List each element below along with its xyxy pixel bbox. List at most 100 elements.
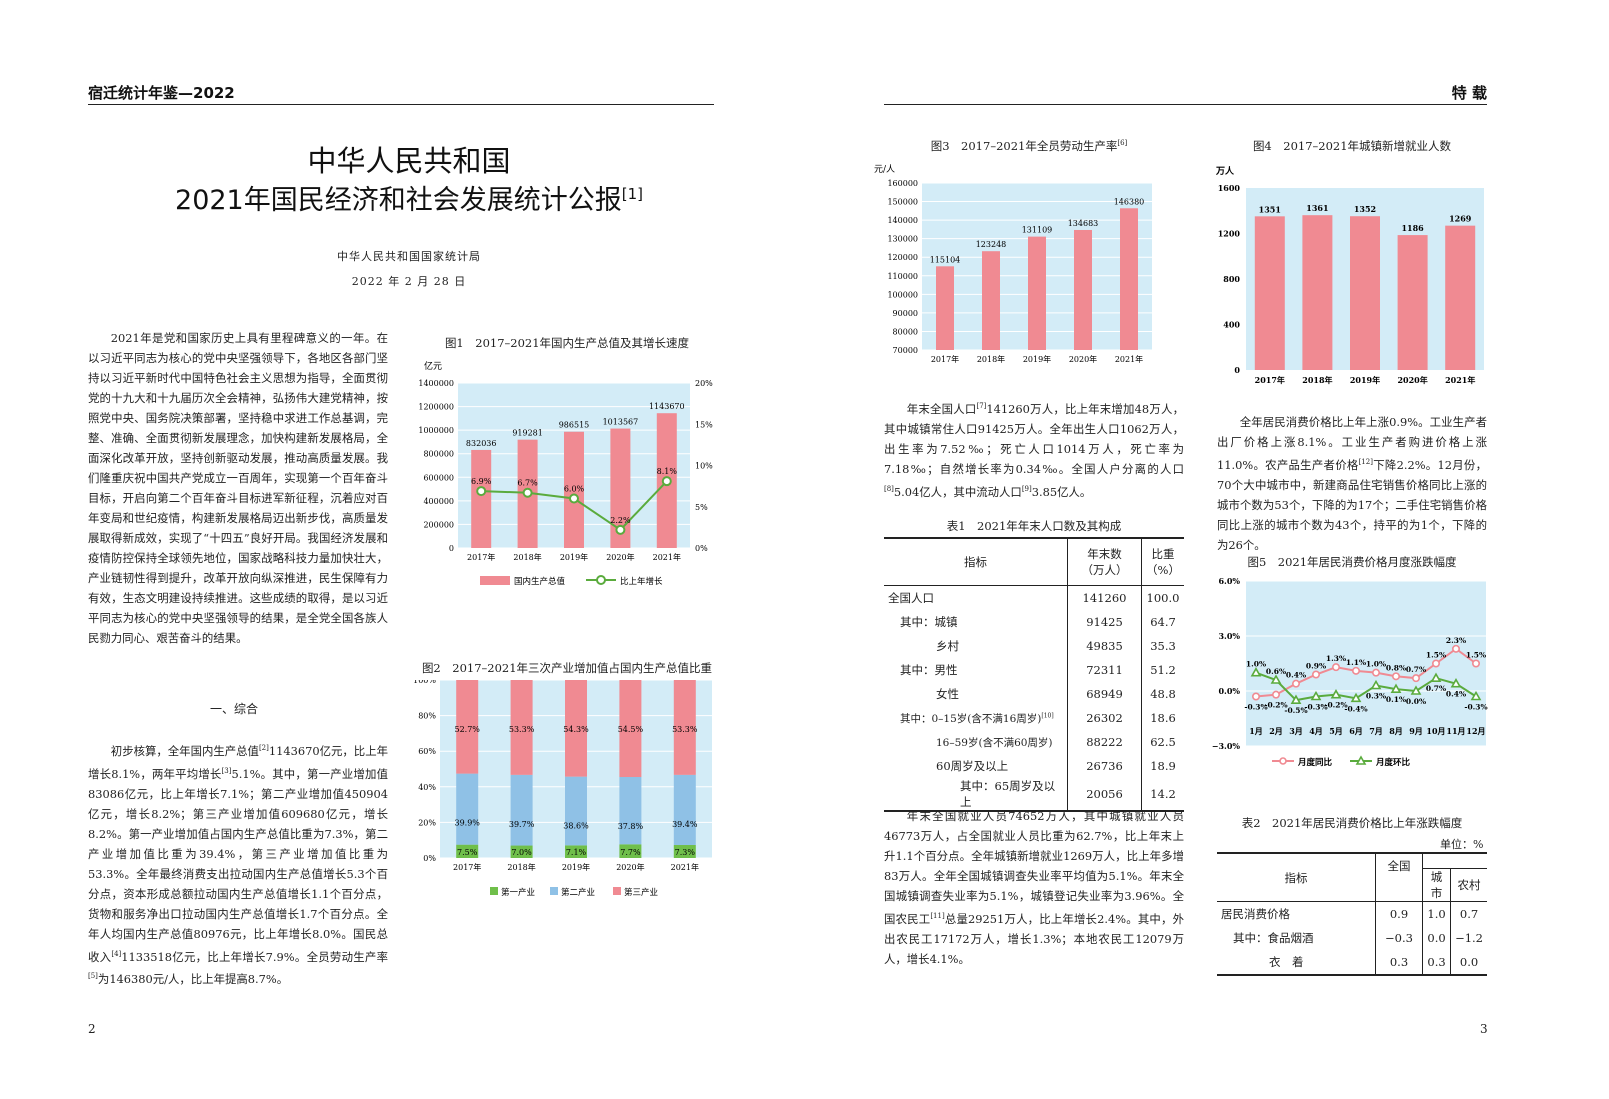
row-count: 68949: [1067, 682, 1142, 706]
y-tick-label: 1000000: [418, 426, 454, 435]
stacked-segment: [673, 845, 696, 858]
table-row: 其中：城镇 91425 64.7: [884, 610, 1184, 634]
y-tick-label: 100000: [887, 290, 918, 299]
title-line2: 2021年国民经济和社会发展统计公报[1]: [88, 178, 730, 217]
legend-marker-mom: [1355, 755, 1367, 765]
text-run: 比重: [1151, 547, 1175, 561]
employment-bar: [1350, 216, 1380, 370]
cpi-point: [1332, 663, 1341, 672]
fig3-title: 图3 2017–2021年全员劳动生产率[6]: [884, 138, 1174, 154]
footnote-ref: [9]: [1021, 484, 1032, 493]
stacked-segment: [456, 680, 479, 774]
cpi-value-label: -0.3%: [1304, 703, 1327, 712]
y-tick-label: 200000: [423, 520, 454, 529]
legend-label: 第二产业: [561, 887, 595, 898]
row-count: 91425: [1067, 610, 1142, 634]
text-run: 141260万人，比上年末增加48万人，其中城镇常住人口91425万人。全年出生…: [884, 401, 1184, 476]
plot-background: [1246, 581, 1486, 746]
table2-h-spacer: [1422, 854, 1487, 869]
cpi-value-label: 1.3%: [1326, 654, 1346, 663]
x-tick-label: 2020年: [1397, 375, 1427, 385]
cpi-point: [1290, 694, 1302, 704]
table2-header-row: 指标 全国: [1217, 854, 1487, 902]
table1-h-indicator: 指标: [884, 539, 1068, 586]
x-tick-label: 2020年: [616, 862, 644, 872]
text-run: 1133518亿元，比上年增长7.9%。全员劳动生产率: [121, 949, 388, 964]
cpi-point: [1370, 679, 1382, 690]
gdp-bar: [471, 449, 492, 548]
cpi-value-label: 1.1%: [1346, 658, 1366, 667]
author: 中华人民共和国国家统计局: [337, 250, 481, 263]
cpi-value-label: 1.5%: [1466, 651, 1486, 660]
row-share: 64.7: [1150, 615, 1176, 629]
row-share: 14.2: [1141, 778, 1184, 812]
table-row: 全国人口 141260 100.0: [884, 585, 1184, 610]
y-tick-label: 1200: [1218, 229, 1241, 239]
row-rural: 0.0: [1450, 950, 1487, 976]
footnote-ref: [7]: [976, 402, 987, 410]
segment-value-label: 37.8%: [618, 822, 644, 831]
text-run: 1143670亿元，比上年增长8.1%，两年平均增长: [88, 743, 388, 781]
row-nation: 0.3: [1375, 950, 1423, 976]
cpi-value-label: 0.3%: [1366, 692, 1386, 701]
legend-label-mom: 月度环比: [1375, 757, 1411, 768]
y-tick-label: 1600: [1218, 183, 1241, 193]
table-row: 其中：食品烟酒 −0.3 0.0 −1.2: [1217, 926, 1487, 950]
cpi-point: [1430, 672, 1442, 682]
y-tick-label: 600000: [423, 473, 454, 482]
fig4-title: 图4 2017–2021年城镇新增就业人数: [1252, 139, 1452, 153]
page-number-left: 2: [88, 1022, 96, 1036]
segment-value-label: 39.7%: [509, 820, 535, 829]
stacked-segment: [456, 773, 479, 845]
growth-label: 8.1%: [657, 467, 678, 476]
row-share: 51.2: [1150, 663, 1176, 677]
row-share: 48.8: [1150, 687, 1176, 701]
y-tick-label: 0.0%: [1218, 686, 1240, 696]
legend-swatch-marker: [596, 575, 606, 585]
row-count: 26736: [1067, 754, 1142, 778]
table2: 指标 全国 城市 农村 居民消费价格 0.9 1.0 0.7 其中：食品烟酒 −0.3 0…: [1217, 854, 1487, 976]
fig2-chart: 0% 20% 40% 60% 80% 100% 7.5% 39.9% 52.7% 2017年 7.0…: [413, 680, 712, 898]
bar-value-label: 919281: [512, 429, 543, 438]
table-row: 乡村 49835 35.3: [884, 634, 1184, 658]
cpi-value-label: 0.7%: [1406, 665, 1426, 674]
footnote-ref: [3]: [221, 766, 232, 775]
bar-value-label: 1186: [1401, 223, 1424, 233]
text-run: 3.85亿人。: [1031, 484, 1092, 499]
cpi-point: [1452, 644, 1461, 653]
y2-tick-label: 5%: [695, 503, 708, 512]
cpi-point: [1450, 678, 1462, 688]
cpi-point: [1412, 674, 1421, 683]
fig3-chart: 元/人 70000 80000 90000 100000 110000 120000 1300…: [874, 164, 1152, 364]
cpi-value-label: 0.4%: [1446, 690, 1466, 699]
legend-label: 第一产业: [501, 887, 535, 898]
growth-label: 6.0%: [564, 485, 585, 494]
y2-tick-label: 10%: [695, 462, 713, 471]
x-tick-label: 2018年: [1302, 375, 1332, 385]
cpi-value-label: -0.2%: [1324, 701, 1347, 710]
bar-value-label: 1351: [1259, 204, 1281, 214]
y2-tick-label: 0%: [695, 544, 708, 553]
bar-value-label: 131109: [1022, 226, 1053, 235]
y-tick-label: 20%: [418, 818, 436, 827]
table2-h-indicator: 指标: [1217, 854, 1376, 902]
table2-top-rule: [1217, 852, 1487, 854]
segment-value-label: 7.0%: [511, 848, 532, 857]
cpi-point: [1330, 689, 1342, 699]
row-share: 62.5: [1150, 735, 1176, 749]
y-tick-label: 40%: [418, 783, 436, 792]
row-label: 乡村: [884, 634, 1068, 658]
stacked-segment: [565, 680, 587, 777]
cpi-point: [1292, 679, 1301, 688]
cpi-value-label: 1.0%: [1366, 660, 1386, 669]
text-run: 初步核算，全年国内生产总值: [110, 743, 259, 758]
row-rural: 0.7: [1459, 907, 1479, 921]
row-label: 全国人口: [884, 585, 1068, 610]
stacked-segment: [619, 777, 642, 845]
segment-value-label: 54.5%: [618, 725, 644, 734]
intro-paragraph: 2021年是党和国家历史上具有里程碑意义的一年。在以习近平同志为核心的党中央坚强…: [88, 331, 388, 645]
cpi-value-label: 2.3%: [1446, 636, 1466, 645]
cpi-value-label: 0.1%: [1386, 695, 1406, 704]
cpi-point: [1352, 666, 1361, 675]
x-tick-label: 2017年: [1255, 375, 1285, 385]
